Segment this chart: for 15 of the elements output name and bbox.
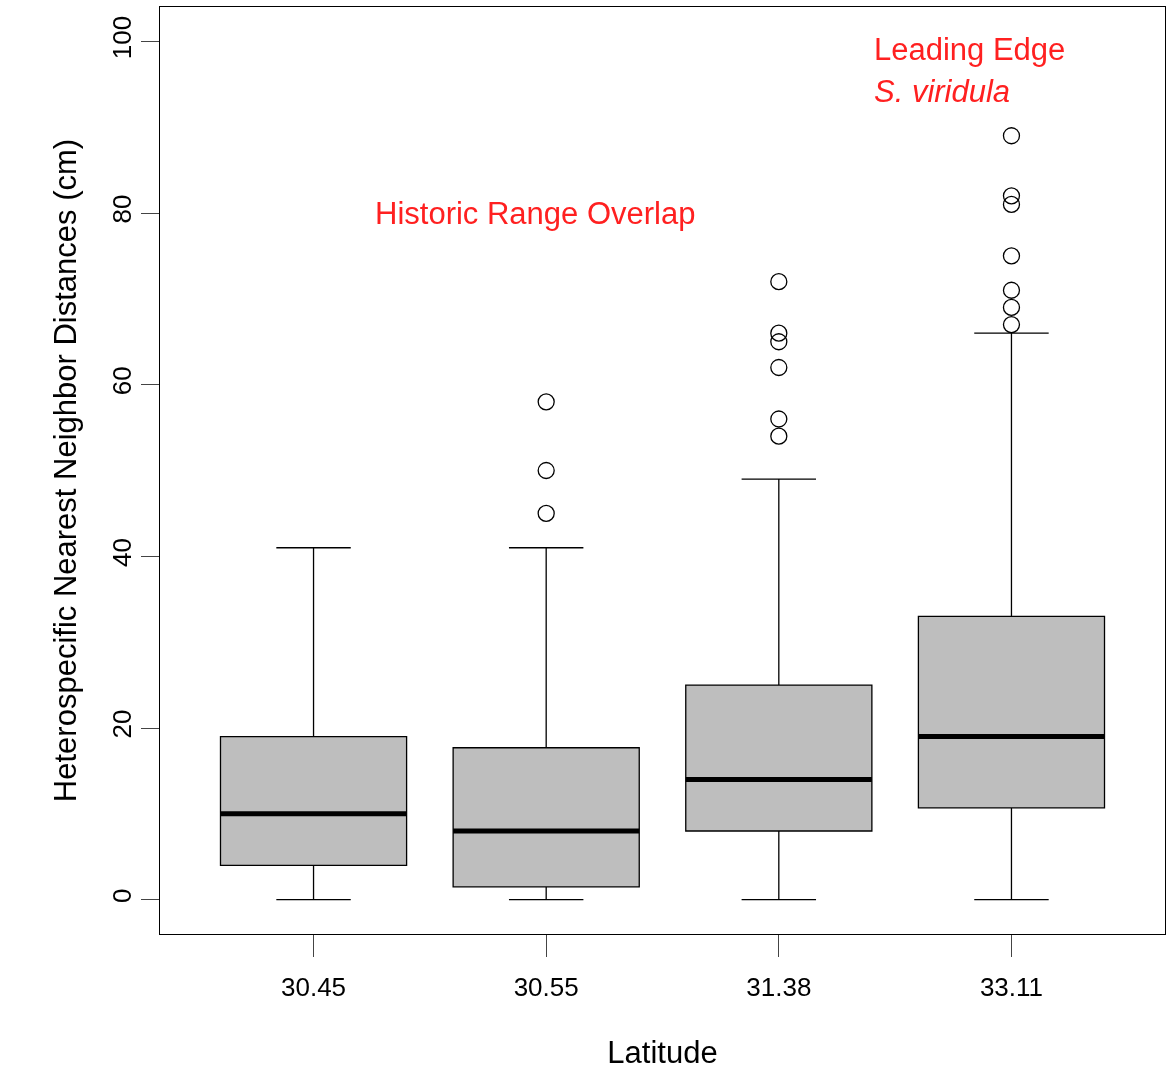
x-tick-label: 30.55 [513, 972, 579, 1003]
x-tick-label: 30.45 [281, 972, 347, 1003]
y-axis-title: Heterospecific Nearest Neighbor Distances (cm) [48, 138, 84, 803]
annotation: Historic Range Overlap [375, 196, 696, 231]
y-tick-label: 60 [106, 366, 137, 396]
annotation: Leading Edge [874, 32, 1066, 67]
y-tick-label: 0 [106, 888, 137, 903]
y-tick-label: 80 [106, 194, 137, 224]
annotation: S. viridula [874, 74, 1011, 109]
y-tick-label: 100 [106, 15, 137, 60]
x-tick-label: 33.11 [979, 972, 1044, 1003]
x-tick-label: 31.38 [746, 972, 812, 1003]
y-tick-label: 20 [106, 709, 137, 739]
y-tick-label: 40 [106, 537, 137, 567]
x-axis-title: Latitude [607, 1035, 718, 1071]
